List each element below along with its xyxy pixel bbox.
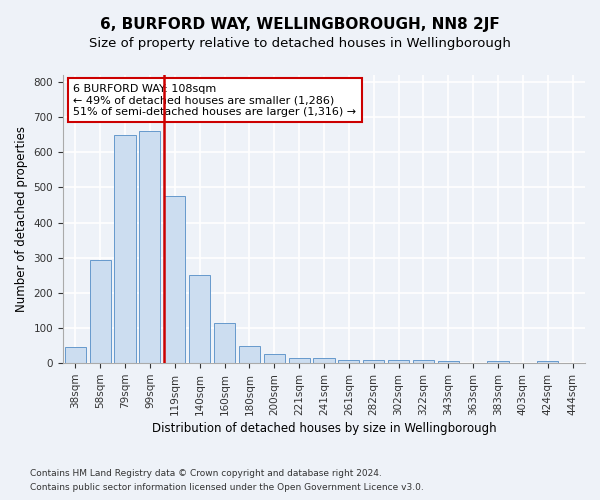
Bar [189,276,210,363]
Bar [289,358,310,363]
Text: Size of property relative to detached houses in Wellingborough: Size of property relative to detached ho… [89,38,511,51]
Bar [512,362,533,363]
Bar [115,135,136,363]
Text: 6 BURFORD WAY: 108sqm
← 49% of detached houses are smaller (1,286)
51% of semi-d: 6 BURFORD WAY: 108sqm ← 49% of detached … [73,84,356,117]
Bar [437,362,459,363]
Bar [338,360,359,363]
Text: Contains public sector information licensed under the Open Government Licence v3: Contains public sector information licen… [30,484,424,492]
Bar [537,362,558,363]
Bar [263,354,285,363]
Bar [363,360,384,363]
Bar [313,358,335,363]
Bar [139,131,160,363]
Bar [65,348,86,363]
Bar [164,196,185,363]
Bar [388,360,409,363]
Bar [487,362,509,363]
Y-axis label: Number of detached properties: Number of detached properties [15,126,28,312]
Bar [463,362,484,363]
X-axis label: Distribution of detached houses by size in Wellingborough: Distribution of detached houses by size … [152,422,496,435]
Bar [214,323,235,363]
Bar [562,362,583,363]
Bar [413,360,434,363]
Bar [89,260,111,363]
Text: Contains HM Land Registry data © Crown copyright and database right 2024.: Contains HM Land Registry data © Crown c… [30,468,382,477]
Bar [239,346,260,363]
Text: 6, BURFORD WAY, WELLINGBOROUGH, NN8 2JF: 6, BURFORD WAY, WELLINGBOROUGH, NN8 2JF [100,18,500,32]
